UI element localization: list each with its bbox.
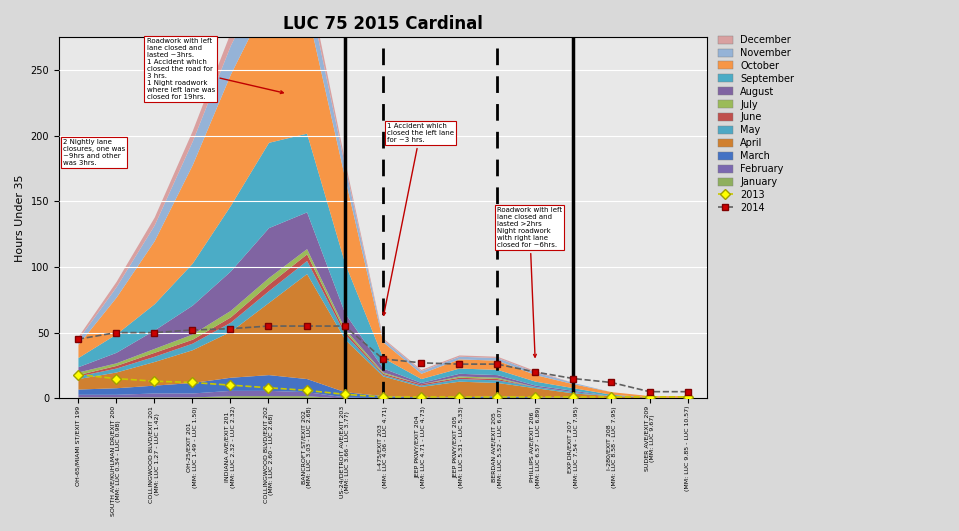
2014 <box>491 361 503 367</box>
Title: LUC 75 2015 Cardinal: LUC 75 2015 Cardinal <box>283 15 482 33</box>
2013 <box>415 394 427 400</box>
2013 <box>377 394 388 400</box>
2013 <box>263 384 274 391</box>
2013 <box>186 379 198 386</box>
2014 <box>301 323 313 329</box>
2014 <box>529 369 541 375</box>
2013 <box>339 391 350 398</box>
2014 <box>643 389 655 395</box>
2013 <box>224 382 236 388</box>
2014 <box>263 323 274 329</box>
2014 <box>454 361 465 367</box>
Text: 2 Nightly lane
closures, one was
~9hrs and other
was 3hrs.: 2 Nightly lane closures, one was ~9hrs a… <box>62 139 125 168</box>
Text: 1 Accident which
closed the left lane
for ~3 hrs.: 1 Accident which closed the left lane fo… <box>383 123 454 315</box>
2014 <box>186 327 198 333</box>
2014 <box>415 359 427 366</box>
2013 <box>568 394 579 400</box>
2013 <box>643 394 655 400</box>
2014 <box>72 336 83 342</box>
2014 <box>149 329 160 336</box>
2013 <box>606 394 618 400</box>
2014 <box>568 375 579 382</box>
Text: Roadwork with left
lane closed and
lasted >2hrs
Night roadwork
with right lane
c: Roadwork with left lane closed and laste… <box>497 207 562 357</box>
2013 <box>454 394 465 400</box>
2013 <box>110 375 122 382</box>
2014 <box>606 379 618 386</box>
Line: 2013: 2013 <box>75 371 691 400</box>
2014 <box>682 389 693 395</box>
2013 <box>72 371 83 378</box>
2013 <box>682 394 693 400</box>
2014 <box>224 326 236 332</box>
Y-axis label: Hours Under 35: Hours Under 35 <box>15 174 25 262</box>
2013 <box>301 387 313 393</box>
2014 <box>377 356 388 362</box>
2013 <box>149 378 160 384</box>
2014 <box>339 323 350 329</box>
2013 <box>529 394 541 400</box>
2014 <box>110 329 122 336</box>
Legend: December, November, October, September, August, July, June, May, April, March, F: December, November, October, September, … <box>718 35 794 213</box>
Text: Roadwork with left
lane closed and
lasted ~3hrs.
1 Accident which
closed the roa: Roadwork with left lane closed and laste… <box>147 38 283 100</box>
Line: 2014: 2014 <box>75 323 691 395</box>
2013 <box>491 394 503 400</box>
